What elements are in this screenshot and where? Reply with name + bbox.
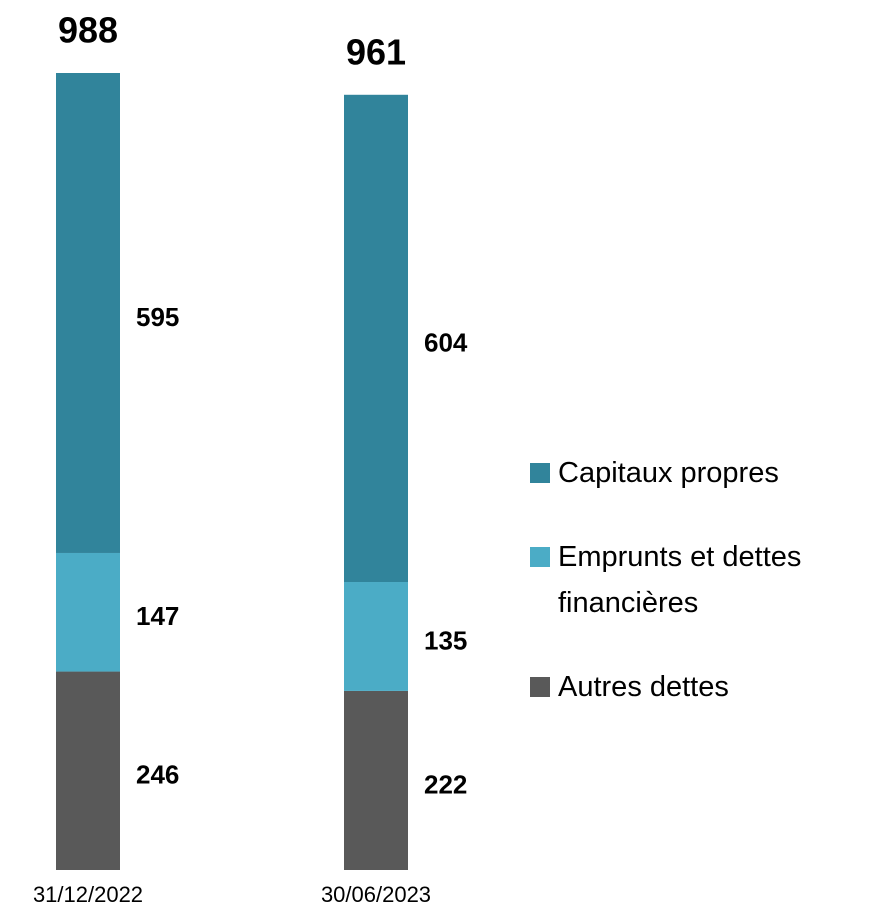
- legend: Capitaux propres Emprunts et dettes finan…: [530, 450, 830, 748]
- legend-label: Capitaux propres: [558, 457, 779, 489]
- value-label: 246: [136, 760, 179, 790]
- bar-segment: [344, 690, 408, 870]
- legend-swatch: [530, 463, 550, 483]
- legend-swatch: [530, 677, 550, 697]
- x-tick-label: 31/12/2022: [33, 882, 143, 907]
- value-label: 604: [424, 327, 468, 357]
- value-label: 147: [136, 601, 179, 631]
- legend-item: Capitaux propres: [530, 450, 830, 496]
- value-label: 595: [136, 302, 179, 332]
- legend-swatch: [530, 547, 550, 567]
- total-label: 988: [58, 10, 118, 51]
- bar-segment: [344, 94, 408, 583]
- bar-segment: [344, 582, 408, 691]
- legend-label: Autres dettes: [558, 671, 729, 703]
- bar-segment: [56, 671, 120, 870]
- total-label: 961: [346, 31, 406, 72]
- legend-item: Emprunts et dettes financières: [530, 534, 830, 626]
- bar-segment: [56, 552, 120, 672]
- value-label: 135: [424, 625, 467, 655]
- legend-label: Emprunts et dettes financières: [558, 541, 802, 619]
- x-tick-label: 30/06/2023: [321, 882, 431, 907]
- bar-segment: [56, 73, 120, 553]
- legend-item: Autres dettes: [530, 664, 830, 710]
- value-label: 222: [424, 769, 467, 799]
